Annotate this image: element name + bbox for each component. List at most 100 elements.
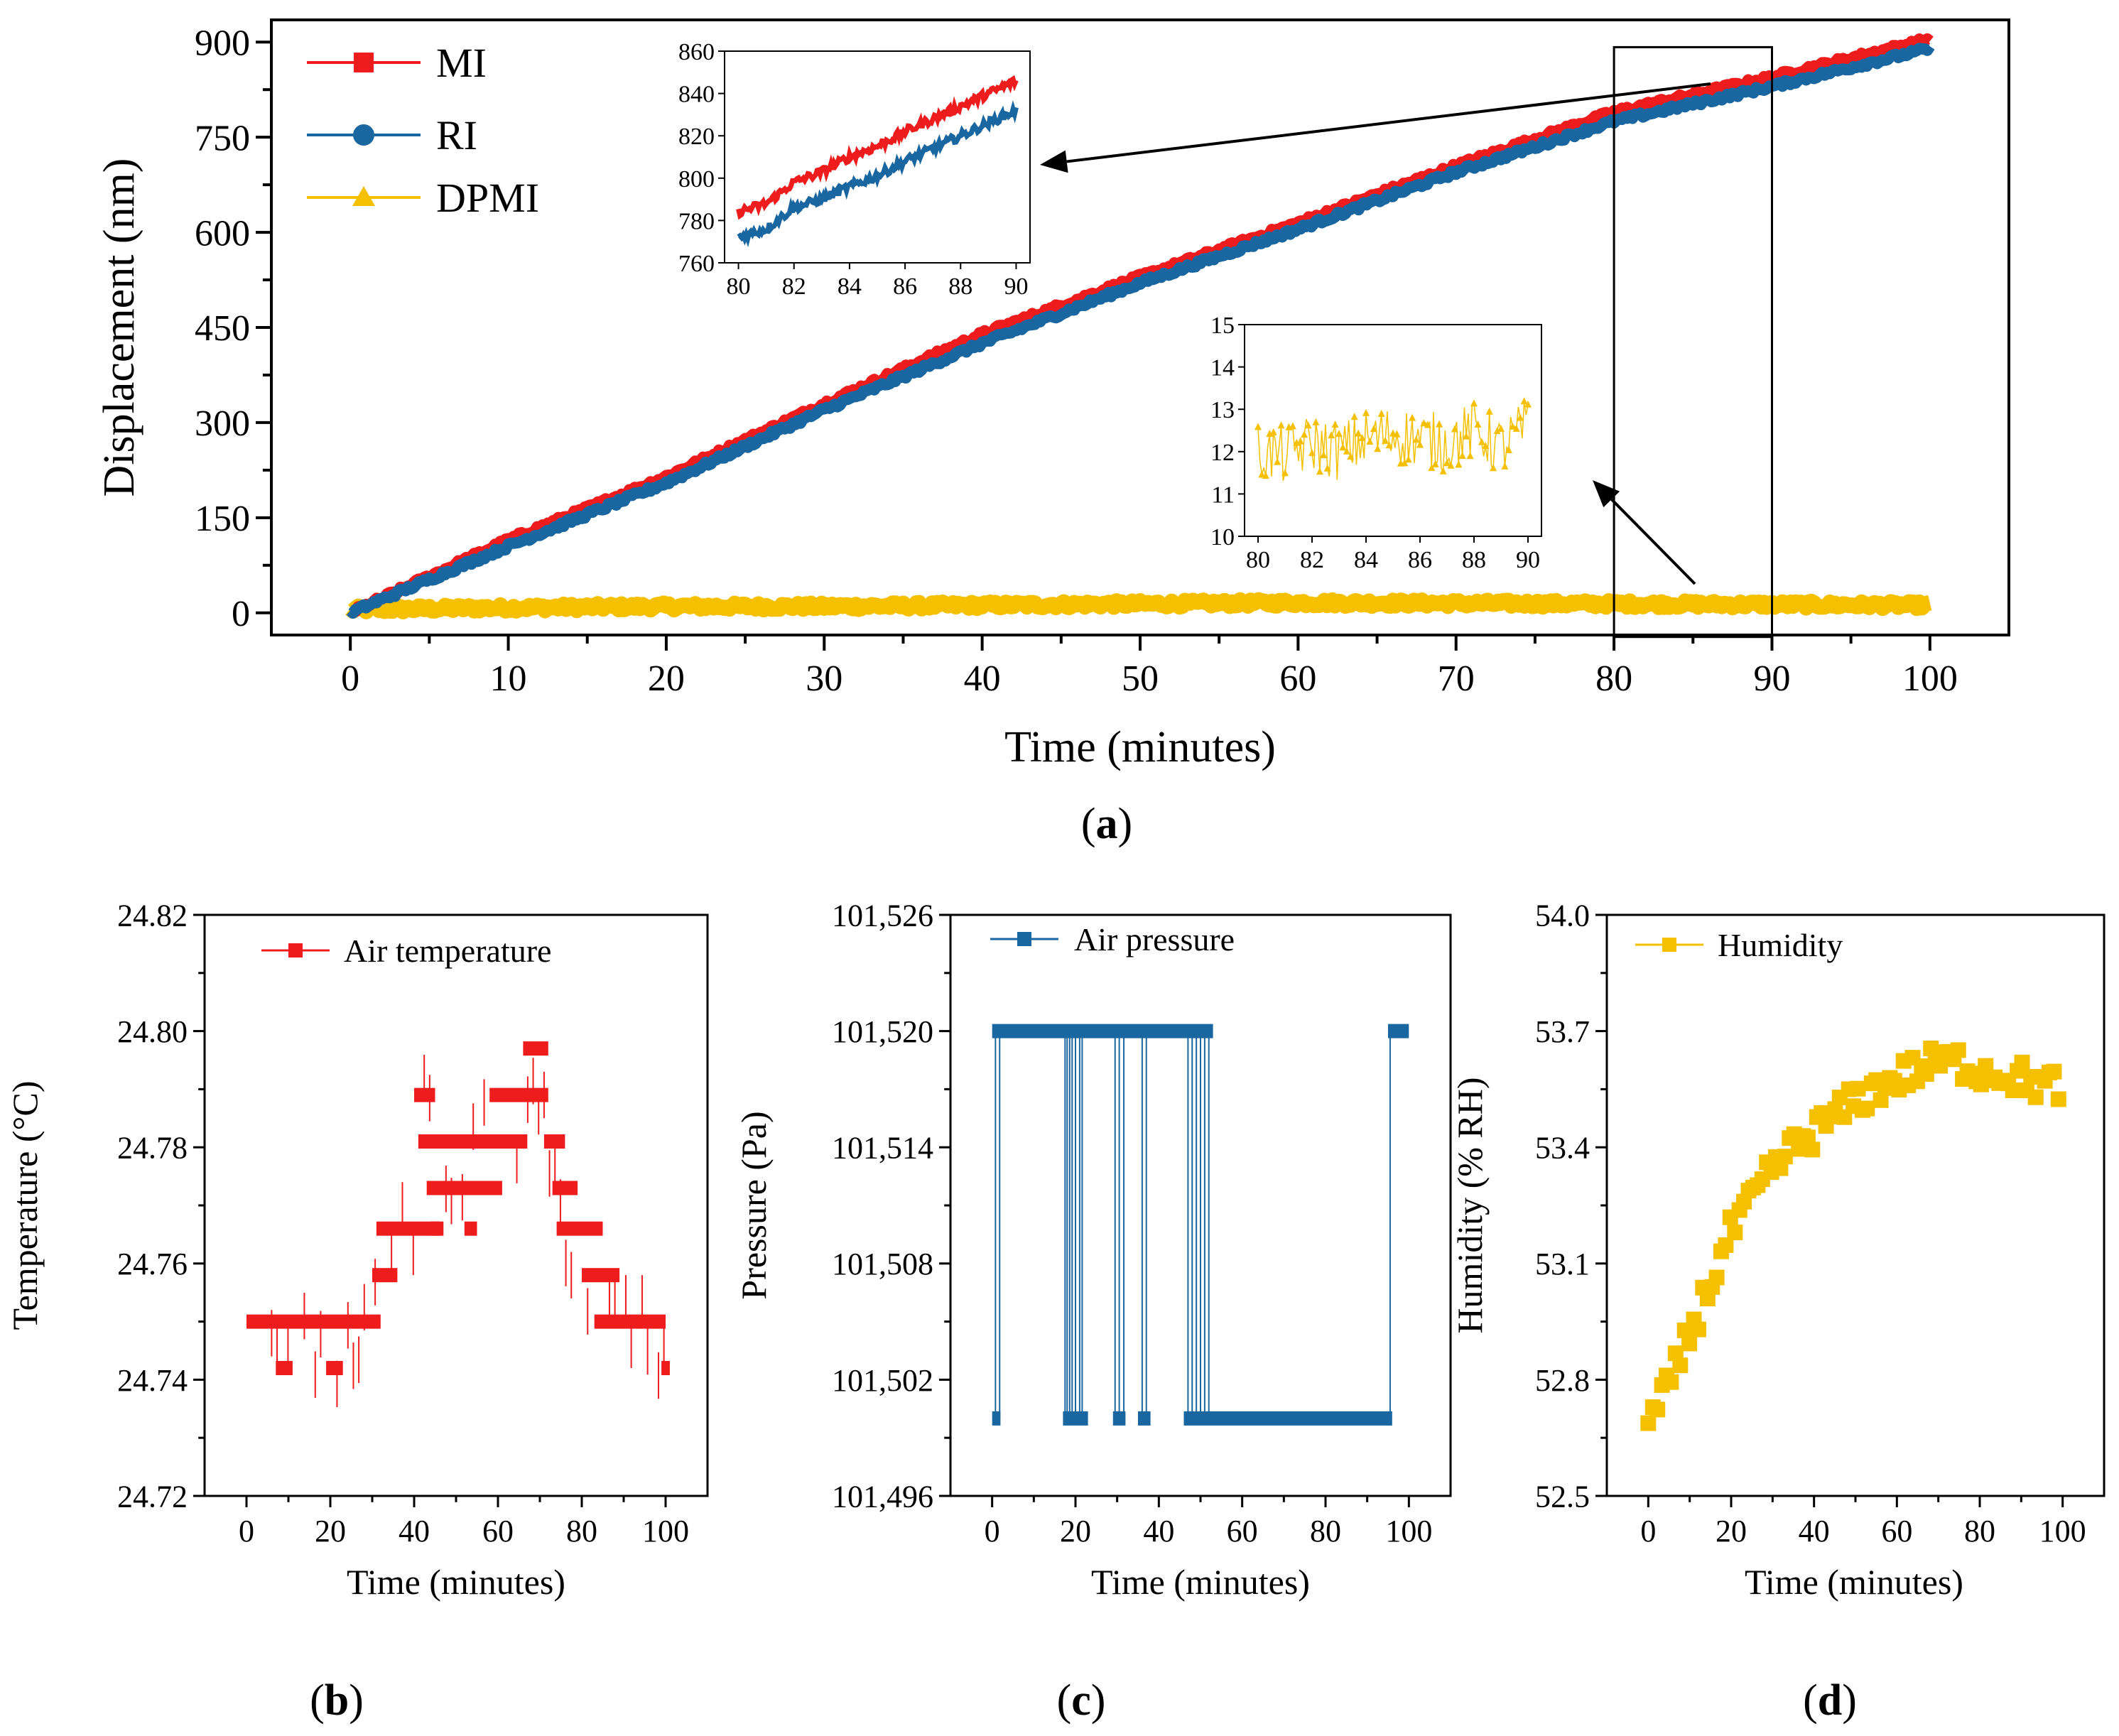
inset-point-dpmi xyxy=(1431,460,1439,467)
pressure-marker-run xyxy=(992,1411,1001,1426)
temperature-marker-run xyxy=(376,1221,440,1236)
y-tick-label: 101,502 xyxy=(832,1363,933,1398)
temperature-marker-run xyxy=(326,1361,343,1375)
x-tick-label: 80 xyxy=(1310,1514,1341,1548)
humidity-point xyxy=(1690,1321,1706,1338)
humidity-point xyxy=(1672,1357,1689,1374)
y-tick-label: 24.78 xyxy=(117,1131,188,1166)
inset-point-dpmi xyxy=(1524,400,1532,408)
panel-a-y-axis-label: Displacement (nm) xyxy=(95,158,143,497)
humidity-point xyxy=(2050,1091,2066,1107)
pressure-marker-run xyxy=(1138,1411,1151,1426)
inset-point-dpmi xyxy=(1490,464,1497,472)
y-tick-label: 53.4 xyxy=(1535,1131,1590,1166)
inset-point-dpmi xyxy=(1455,460,1463,468)
pressure-marker-run xyxy=(1388,1024,1409,1038)
inset-point-dpmi xyxy=(1262,472,1269,479)
x-tick-label: 100 xyxy=(642,1514,689,1548)
panel-a-arrow-top xyxy=(1066,82,1711,163)
x-tick-label: 20 xyxy=(315,1514,346,1548)
panel-b: 0 20 40 60 80 100 24.72 24.74 24.76 24.78 24.80 24.… xyxy=(5,898,709,1725)
inset-point-dpmi xyxy=(1254,423,1262,430)
inset-point-dpmi xyxy=(1474,421,1482,428)
panel-b-letter: b xyxy=(325,1676,349,1725)
panel-a-inset-2: 80 82 84 86 88 90 10 11 12 13 14 15 xyxy=(1210,313,1542,573)
humidity-point xyxy=(1850,1080,1866,1097)
humidity-point xyxy=(2027,1089,2044,1105)
legend-humidity-marker xyxy=(1662,938,1676,952)
panel-d-x-axis-label: Time (minutes) xyxy=(1745,1562,1963,1602)
panel-a-arrow-bottom xyxy=(1610,498,1696,585)
inset-point-dpmi xyxy=(1436,420,1443,428)
inset-point-dpmi xyxy=(1366,438,1374,445)
x-tick-label: 20 xyxy=(1716,1514,1747,1548)
inset-point-dpmi xyxy=(1274,457,1281,465)
humidity-point xyxy=(1640,1415,1657,1431)
x-tick-label: 60 xyxy=(1227,1514,1258,1548)
y-tick-label: 53.7 xyxy=(1535,1014,1590,1049)
inset-point-dpmi xyxy=(1362,408,1370,416)
humidity-point xyxy=(1681,1335,1698,1352)
humidity-point xyxy=(1649,1401,1666,1418)
inset-point-dpmi xyxy=(1382,436,1389,444)
panel-b-x-axis-label: Time (minutes) xyxy=(347,1562,565,1602)
inset-x-tick-label: 84 xyxy=(838,273,862,300)
temperature-marker-run xyxy=(372,1268,398,1283)
pressure-marker-run xyxy=(1063,1411,1088,1426)
panel-c: 0 20 40 60 80 100 101,496 101,502 101,508 101,514… xyxy=(734,898,1452,1725)
inset-x-tick-label: 84 xyxy=(1354,547,1378,573)
inset-point-dpmi xyxy=(1277,421,1285,429)
humidity-point xyxy=(1804,1141,1821,1158)
legend-pressure-marker xyxy=(1017,932,1031,946)
x-tick-label: 60 xyxy=(482,1514,514,1548)
humidity-point xyxy=(1777,1149,1793,1165)
inset-x-tick-label: 88 xyxy=(948,273,972,300)
inset-point-dpmi xyxy=(1308,449,1316,457)
panel-a-caption: (a) xyxy=(1081,800,1132,848)
x-tick-label: 60 xyxy=(1881,1514,1912,1548)
temperature-marker-run xyxy=(426,1181,502,1195)
pressure-marker-run xyxy=(1183,1411,1392,1426)
temperature-marker-run xyxy=(543,1134,565,1149)
x-tick-label: 0 xyxy=(985,1514,1000,1548)
x-tick-label: 80 xyxy=(566,1514,597,1548)
inset-point-dpmi xyxy=(1478,438,1485,445)
legend-ri-marker xyxy=(353,124,374,146)
inset-x-tick-label: 90 xyxy=(1516,547,1540,573)
inset-point-dpmi xyxy=(1370,425,1377,433)
panel-b-y-axis-label: Temperature (°C) xyxy=(5,1080,45,1330)
x-tick-label: 0 xyxy=(239,1514,254,1548)
panel-c-caption: (c) xyxy=(1057,1676,1106,1725)
inset-point-dpmi xyxy=(1269,428,1277,435)
x-tick-label: 40 xyxy=(1143,1514,1174,1548)
y-tick-label: 150 xyxy=(195,499,250,539)
inset-y-tick-label: 820 xyxy=(678,124,715,150)
x-tick-label: 90 xyxy=(1753,658,1790,699)
panel-c-y-axis-label: Pressure (Pa) xyxy=(734,1111,774,1299)
panel-a-axes: 0 10 20 30 40 50 60 70 80 90 100 0 150 300 450 600 750 90… xyxy=(195,23,1958,699)
inset-y-tick-label: 10 xyxy=(1210,524,1235,550)
x-tick-label: 40 xyxy=(964,658,1001,699)
temperature-marker-run xyxy=(246,1314,381,1329)
x-tick-label: 20 xyxy=(1060,1514,1091,1548)
inset-y-tick-label: 800 xyxy=(678,166,715,192)
panel-b-plot-frame xyxy=(203,913,709,1497)
inset-point-dpmi xyxy=(1289,422,1296,430)
inset-point-dpmi xyxy=(1497,424,1505,432)
humidity-point xyxy=(1708,1269,1725,1286)
inset-y-tick-label: 15 xyxy=(1210,313,1235,339)
humidity-point xyxy=(1727,1225,1743,1241)
inset-x-tick-label: 80 xyxy=(1246,547,1270,573)
inset-point-dpmi xyxy=(1466,452,1474,460)
humidity-point xyxy=(1859,1100,1875,1117)
legend-dpmi-marker xyxy=(352,186,375,206)
temperature-marker-run xyxy=(464,1221,477,1236)
panel-d: 0 20 40 60 80 100 52.5 52.8 53.1 53.4 53.7 54.0 Tim… xyxy=(1450,898,2106,1725)
panel-d-caption: (d) xyxy=(1803,1676,1857,1725)
y-tick-label: 24.72 xyxy=(117,1479,188,1514)
inset-x-tick-label: 80 xyxy=(727,273,751,300)
y-tick-label: 750 xyxy=(195,118,250,158)
inset-point-dpmi xyxy=(1493,427,1501,435)
inset-point-dpmi xyxy=(1355,429,1362,437)
